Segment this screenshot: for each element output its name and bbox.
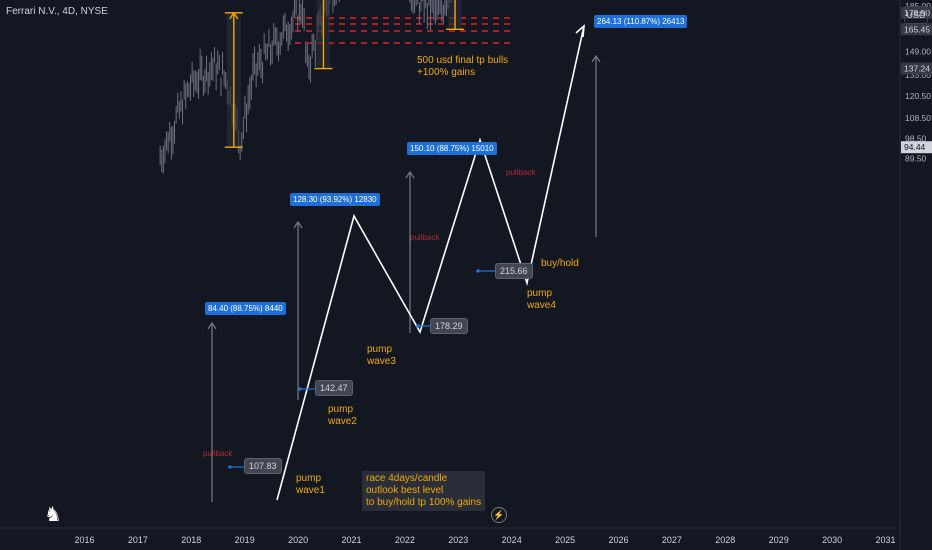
y-price-badge-label: 137.24: [904, 64, 930, 74]
symbol-title: Ferrari N.V., 4D, NYSE: [6, 6, 108, 17]
y-price-badge: [901, 6, 932, 19]
x-tick-label: 2020: [288, 535, 308, 545]
wave2-label: pump wave2: [328, 404, 357, 427]
y-tick-label: 108.50: [905, 113, 931, 123]
x-tick-label: 2026: [608, 535, 628, 545]
price-pointer-dot: [476, 269, 480, 273]
x-tick-label: 2028: [715, 535, 735, 545]
price-label-2: 142.47: [315, 380, 353, 396]
pullback-label-3: pullback: [506, 168, 536, 177]
gray-arrow-2-head: [293, 220, 303, 229]
x-tick-label: 2019: [235, 535, 255, 545]
x-tick-label: 2016: [74, 535, 94, 545]
x-tick-label: 2018: [181, 535, 201, 545]
price-pointer-dot: [228, 465, 232, 469]
wave1-label: pump wave1: [296, 473, 325, 496]
gray-arrow-3-head: [405, 170, 415, 179]
x-tick-label: 2022: [395, 535, 415, 545]
y-price-badge: [901, 62, 932, 75]
wave3-label: pump wave3: [367, 344, 396, 367]
pullback-label-1: pullback: [203, 449, 233, 458]
race-note: race 4days/candle outlook best level to …: [362, 471, 486, 511]
x-tick-label: 2024: [502, 535, 522, 545]
wave-projection-path: [276, 25, 585, 501]
x-tick-label: 2027: [662, 535, 682, 545]
gray-arrow-1-head: [207, 321, 217, 330]
wave-projection-arrowhead: [575, 24, 585, 38]
measure-arrowhead: [229, 11, 239, 20]
y-tick-label: 89.50: [905, 154, 927, 164]
x-tick-label: 2030: [822, 535, 842, 545]
price-label-1: 107.83: [244, 458, 282, 474]
price-label-4: 215.66: [495, 263, 533, 279]
pullback-label-2: pullback: [410, 233, 440, 242]
x-tick-label: 2017: [128, 535, 148, 545]
currency-button[interactable]: USD: [904, 6, 928, 24]
wave4-label: pump wave4: [527, 288, 556, 311]
y-price-badge-label: 165.45: [904, 24, 930, 34]
y-price-badge-label: 94.44: [904, 142, 926, 152]
final-target-note: 500 usd final tp bulls +100% gains: [417, 55, 509, 78]
x-tick-label: 2025: [555, 535, 575, 545]
y-tick-label: 120.50: [905, 91, 931, 101]
x-tick-label: 2031: [875, 535, 895, 545]
measure-label-2: 128.30 (93.92%) 12830: [290, 193, 380, 206]
buy-hold-label: buy/hold: [541, 258, 579, 269]
x-tick-label: 2029: [769, 535, 789, 545]
x-tick-label: 2021: [341, 535, 361, 545]
y-tick-label: 149.00: [905, 46, 931, 56]
y-tick-label: 98.50: [905, 133, 927, 143]
gray-arrow-4-head: [591, 54, 601, 63]
price-pointer-dot: [416, 324, 420, 328]
y-tick-label: 133.00: [905, 70, 931, 80]
measure-label-1: 84.40 (88.75%) 8440: [205, 302, 286, 315]
x-axis-bg: [0, 528, 900, 550]
price-pointer-dot: [298, 387, 302, 391]
measure-label-3: 150.10 (88.75%) 15010: [407, 142, 497, 155]
y-price-badge: [901, 141, 932, 154]
y-tick-label: 185.00: [905, 1, 931, 11]
y-price-badge-label: 178.90: [904, 8, 930, 18]
measure-label-4: 264.13 (110.87%) 26413: [594, 15, 688, 28]
y-price-badge: [901, 23, 932, 36]
x-tick-label: 2023: [448, 535, 468, 545]
lightning-icon[interactable]: ⚡: [491, 507, 507, 523]
price-label-3: 178.29: [430, 318, 468, 334]
tradingview-logo-icon[interactable]: ♞: [44, 504, 62, 526]
